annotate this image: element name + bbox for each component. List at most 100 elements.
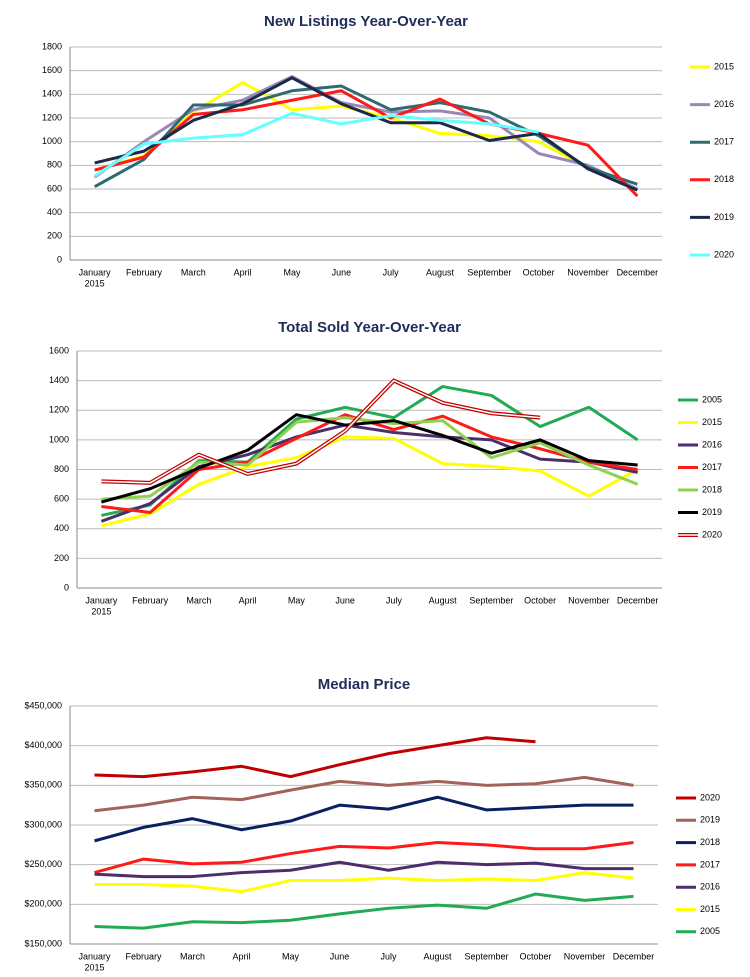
x-tick-label: January [85, 595, 118, 605]
x-tick-label: March [180, 951, 205, 961]
legend-label: 2020 [700, 792, 720, 802]
x-tick-note: 2015 [84, 962, 104, 972]
x-tick-label: October [519, 951, 551, 961]
series-line [93, 111, 539, 178]
legend-label: 2019 [700, 815, 720, 825]
x-tick-label: April [232, 951, 250, 961]
y-tick-label: 800 [54, 464, 69, 474]
series-line [94, 736, 536, 779]
y-tick-label: 800 [47, 160, 62, 170]
legend-label: 2017 [714, 137, 734, 147]
x-tick-label: September [469, 595, 513, 605]
x-tick-label: November [567, 267, 609, 277]
series-line [94, 840, 634, 875]
y-tick-label: 1000 [42, 136, 62, 146]
x-tick-label: March [186, 595, 211, 605]
legend-label: 2020 [702, 529, 722, 539]
y-tick-label: 600 [54, 494, 69, 504]
legend-label: 2016 [714, 99, 734, 109]
x-tick-note: 2015 [85, 278, 105, 288]
chart-title: Median Price [318, 676, 411, 693]
legend-label: 2019 [714, 212, 734, 222]
series-line [94, 871, 634, 894]
x-tick-label: March [181, 267, 206, 277]
y-tick-label: $450,000 [24, 700, 62, 710]
y-tick-label: $350,000 [24, 780, 62, 790]
series-line [100, 413, 638, 504]
y-tick-label: 1600 [49, 345, 69, 355]
series-line [94, 892, 634, 930]
y-tick-label: 200 [54, 553, 69, 563]
y-tick-label: 400 [54, 523, 69, 533]
legend-label: 2018 [714, 174, 734, 184]
legend-label: 2005 [702, 394, 722, 404]
series-line [94, 76, 638, 192]
series-line-inner [101, 379, 541, 484]
x-tick-label: January [78, 951, 111, 961]
x-tick-label: February [125, 951, 162, 961]
y-tick-label: 400 [47, 207, 62, 217]
y-tick-label: 0 [57, 254, 62, 264]
y-tick-label: 1000 [49, 434, 69, 444]
x-tick-label: May [282, 951, 300, 961]
x-tick-label: December [617, 267, 659, 277]
x-tick-label: April [239, 595, 257, 605]
series-line [94, 775, 634, 813]
legend-label: 2017 [700, 859, 720, 869]
x-tick-label: November [568, 595, 610, 605]
x-tick-label: July [380, 951, 397, 961]
x-tick-label: January [79, 267, 112, 277]
x-tick-label: June [330, 951, 350, 961]
x-tick-label: July [383, 267, 400, 277]
x-tick-label: November [564, 951, 606, 961]
x-tick-label: February [132, 595, 169, 605]
y-tick-label: $200,000 [24, 899, 62, 909]
y-tick-label: $150,000 [24, 938, 62, 948]
legend-label: 2015 [700, 904, 720, 914]
chart-title: Total Sold Year-Over-Year [278, 319, 461, 336]
x-tick-label: September [467, 267, 511, 277]
x-tick-label: December [613, 951, 655, 961]
y-tick-label: 0 [64, 582, 69, 592]
y-tick-label: 1400 [49, 375, 69, 385]
series-line [94, 795, 634, 843]
x-tick-label: July [386, 595, 403, 605]
legend-label: 2016 [700, 882, 720, 892]
chart-title: New Listings Year-Over-Year [264, 13, 468, 30]
legend-label: 2017 [702, 462, 722, 472]
y-tick-label: 1200 [42, 112, 62, 122]
y-tick-label: 1200 [49, 405, 69, 415]
legend-label: 2018 [702, 484, 722, 494]
x-tick-label: May [288, 595, 306, 605]
series-line [94, 860, 634, 879]
series-line [94, 89, 639, 198]
x-tick-label: May [283, 267, 301, 277]
series-line [101, 435, 639, 528]
x-tick-label: December [617, 595, 659, 605]
legend-label: 2015 [702, 417, 722, 427]
y-tick-label: 200 [47, 231, 62, 241]
x-tick-label: October [524, 595, 556, 605]
legend-label: 2020 [714, 249, 734, 259]
y-tick-label: 1600 [42, 65, 62, 75]
legend-label: 2005 [700, 926, 720, 936]
legend-label: 2018 [700, 837, 720, 847]
y-tick-label: $250,000 [24, 859, 62, 869]
x-tick-label: August [426, 267, 455, 277]
x-tick-label: April [234, 267, 252, 277]
x-tick-label: February [126, 267, 163, 277]
legend-label: 2019 [702, 507, 722, 517]
y-tick-label: $400,000 [24, 740, 62, 750]
x-tick-label: September [464, 951, 508, 961]
legend-label: 2016 [702, 439, 722, 449]
x-tick-label: October [523, 267, 555, 277]
x-tick-label: August [429, 595, 458, 605]
y-tick-label: $300,000 [24, 819, 62, 829]
x-tick-label: August [423, 951, 452, 961]
y-tick-label: 1800 [42, 41, 62, 51]
series-line [101, 416, 639, 501]
x-tick-label: June [332, 267, 352, 277]
x-tick-note: 2015 [91, 606, 111, 616]
x-tick-label: June [335, 595, 355, 605]
